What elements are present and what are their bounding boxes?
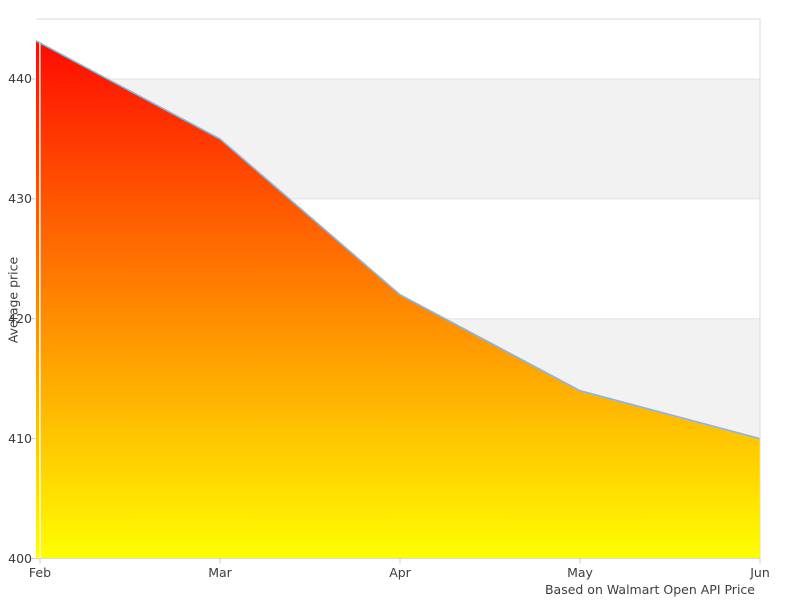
- x-tick-label-may: May: [567, 565, 593, 580]
- y-tick-label-410: 410: [8, 431, 32, 446]
- y-tick-label-430: 430: [8, 191, 32, 206]
- x-tick-label-jun: Jun: [750, 565, 770, 580]
- x-tick-label-feb: Feb: [28, 565, 52, 580]
- x-tick-label-apr: Apr: [389, 565, 411, 580]
- y-tick-label-440: 440: [8, 71, 32, 86]
- x-tick-label-mar: Mar: [208, 565, 232, 580]
- y-tick-label-400: 400: [8, 551, 32, 566]
- y-tick-label-420: 420: [8, 311, 32, 326]
- y-axis-label: Average price: [5, 256, 21, 344]
- chart-caption: Based on Walmart Open API Price: [544, 582, 755, 597]
